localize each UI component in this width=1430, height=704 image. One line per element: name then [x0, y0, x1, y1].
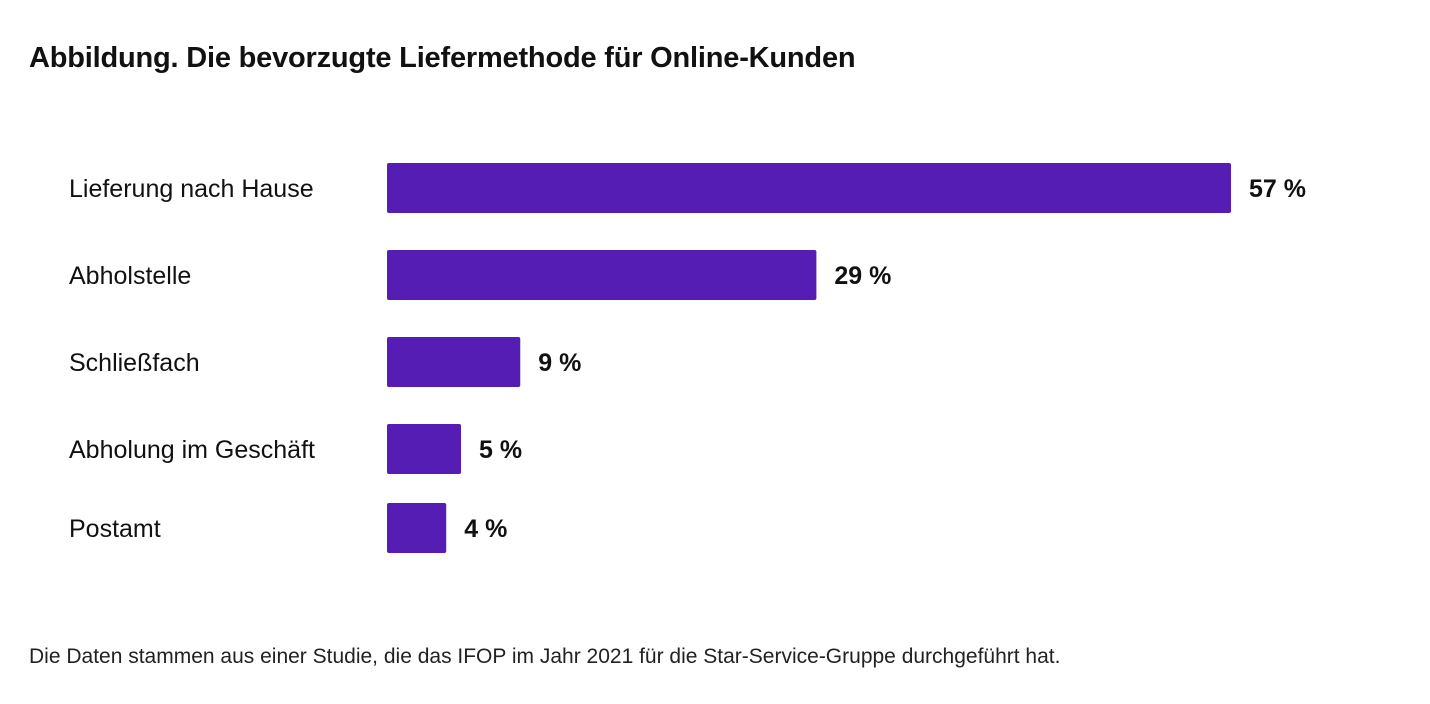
bar: [387, 424, 462, 474]
category-label: Abholstelle: [69, 262, 191, 290]
category-label: Schließfach: [69, 349, 200, 377]
source-footnote: Die Daten stammen aus einer Studie, die …: [29, 645, 1061, 668]
chart-title: Abbildung. Die bevorzugte Liefermethode …: [29, 42, 856, 74]
value-label: 9 %: [538, 349, 581, 377]
bar: [387, 250, 817, 300]
bar: [387, 163, 1231, 213]
bar: [387, 503, 447, 553]
category-label: Postamt: [69, 515, 161, 543]
value-label: 57 %: [1249, 175, 1306, 203]
value-label: 4 %: [464, 515, 507, 543]
category-label: Abholung im Geschäft: [69, 436, 315, 464]
value-label: 29 %: [834, 262, 891, 290]
value-label: 5 %: [479, 436, 522, 464]
bar: [387, 337, 521, 387]
category-label: Lieferung nach Hause: [69, 175, 314, 203]
